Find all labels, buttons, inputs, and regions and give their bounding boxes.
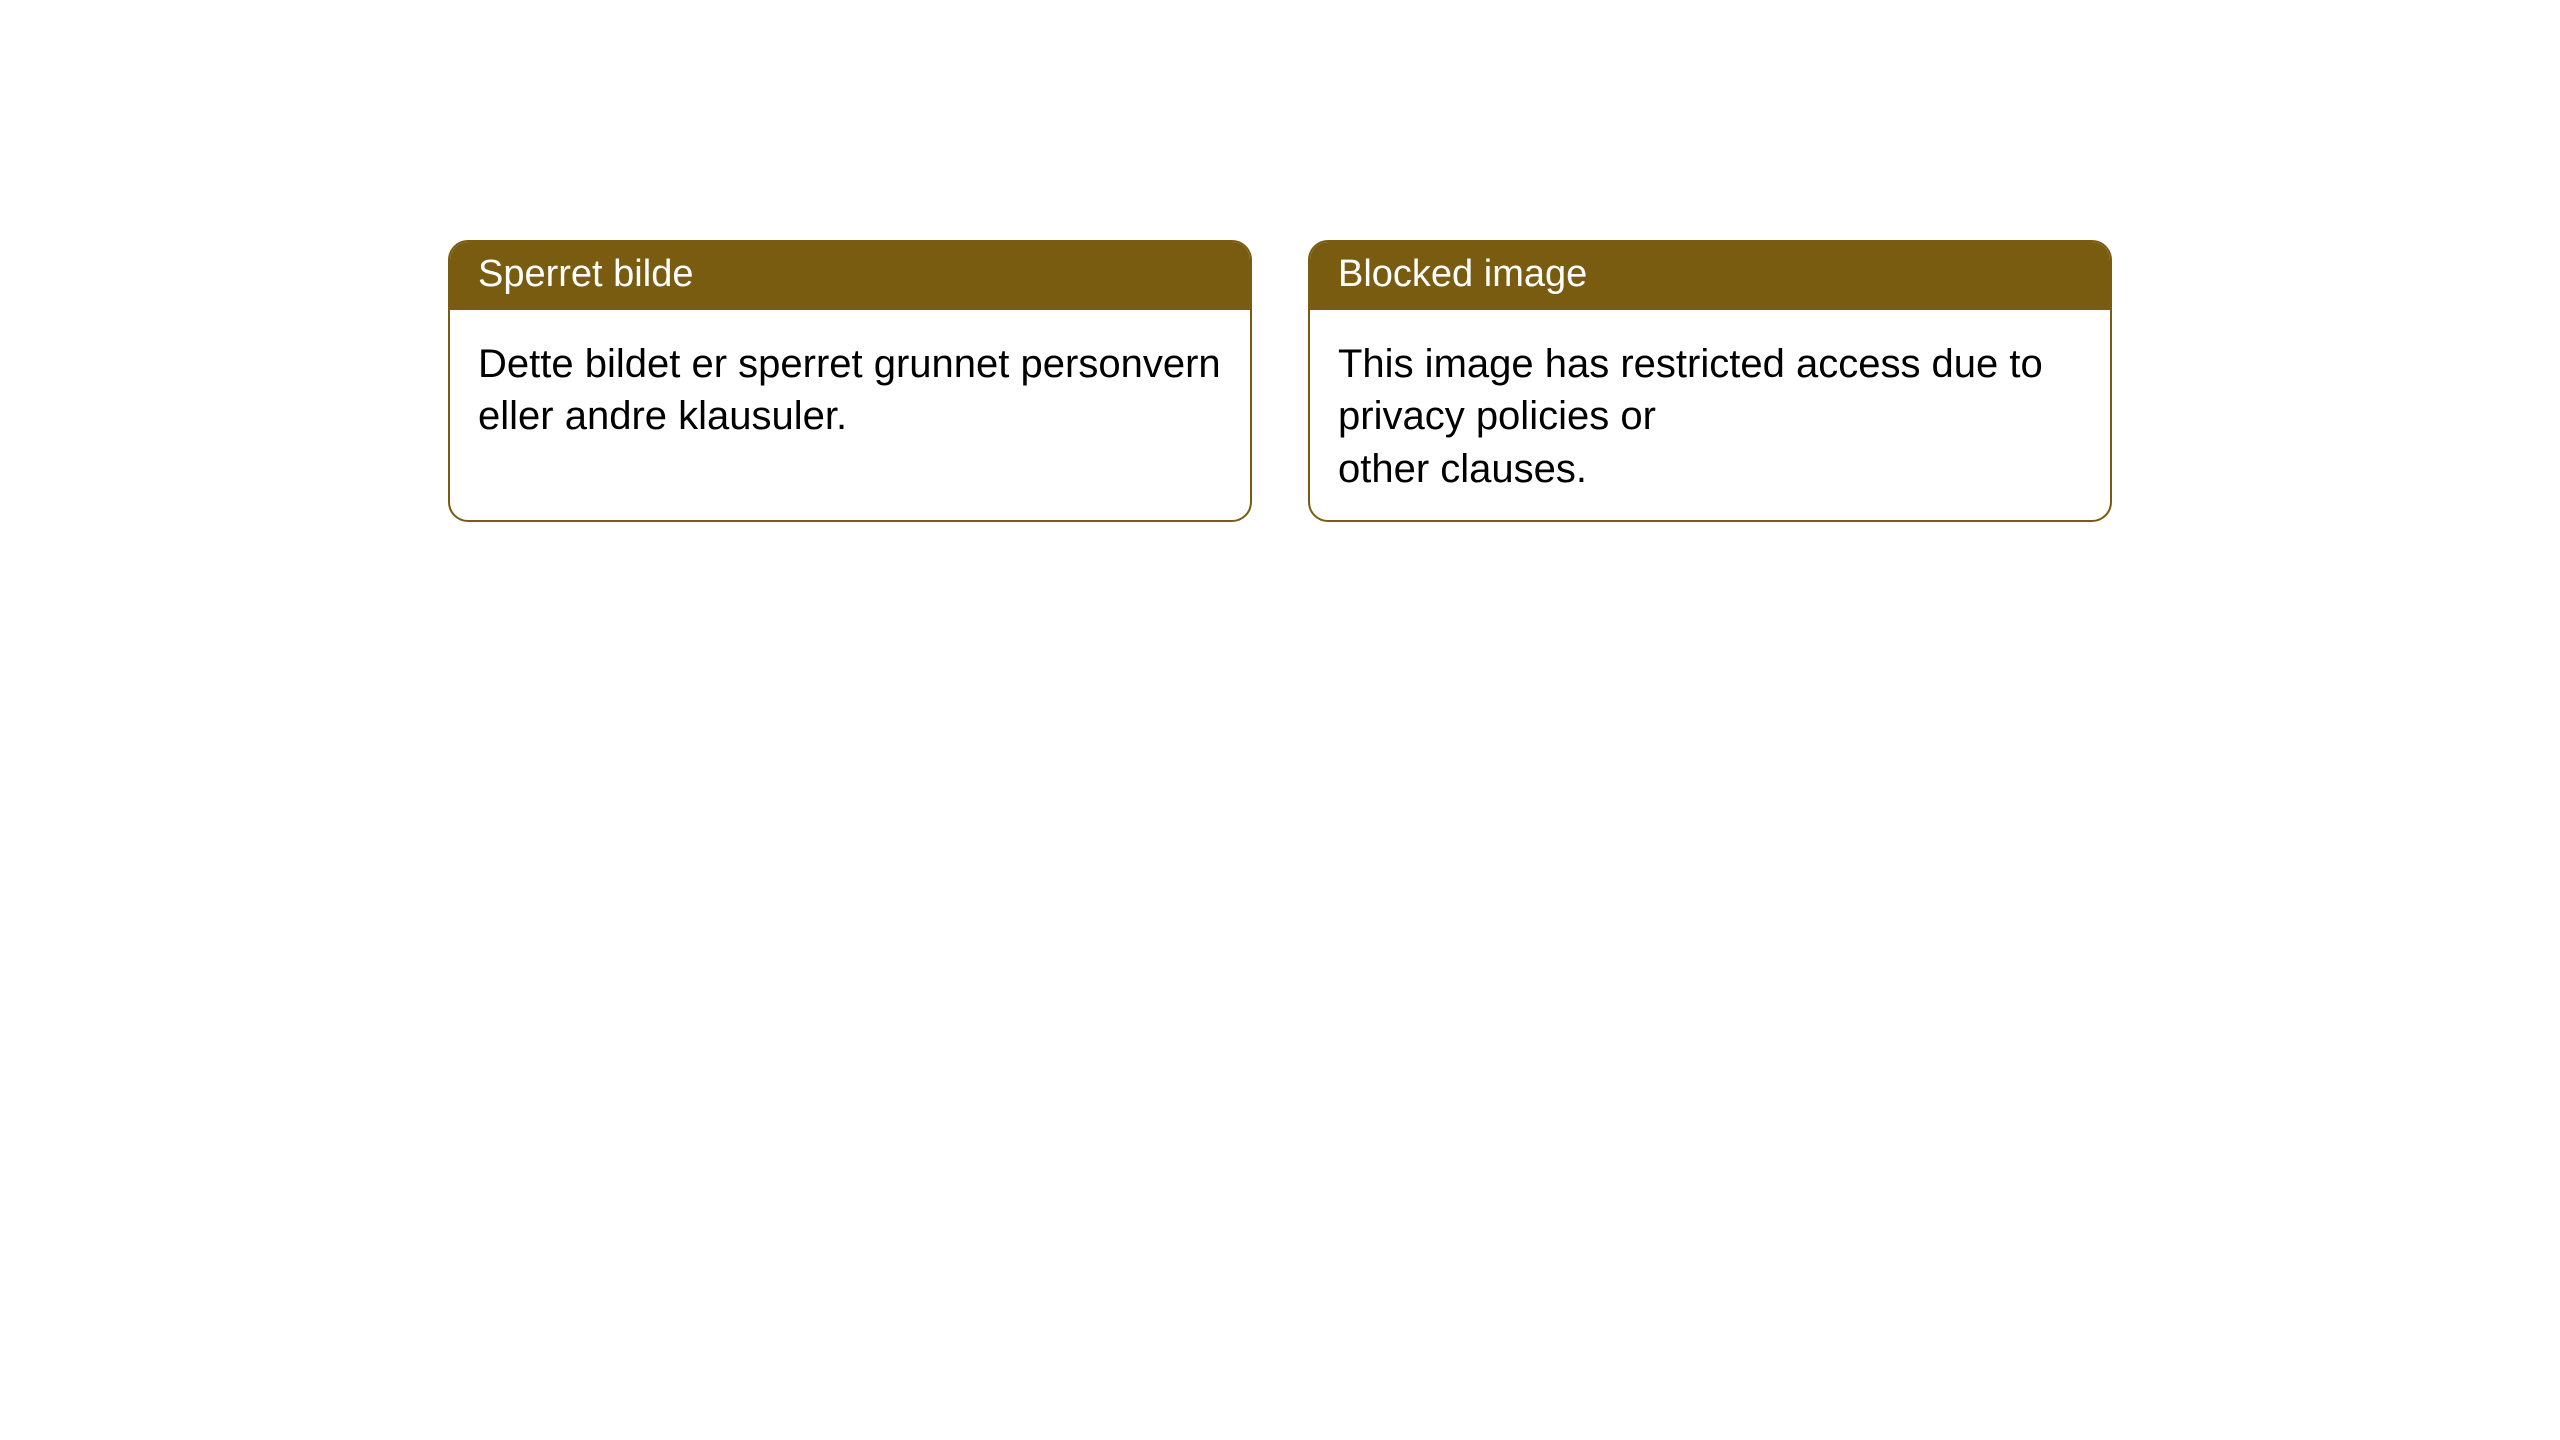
notice-body-norwegian: Dette bildet er sperret grunnet personve… xyxy=(450,310,1250,520)
notice-card-english: Blocked image This image has restricted … xyxy=(1308,240,2112,522)
notice-container: Sperret bilde Dette bildet er sperret gr… xyxy=(0,0,2560,522)
notice-title-english: Blocked image xyxy=(1310,242,2110,310)
notice-title-norwegian: Sperret bilde xyxy=(450,242,1250,310)
notice-card-norwegian: Sperret bilde Dette bildet er sperret gr… xyxy=(448,240,1252,522)
notice-body-english: This image has restricted access due to … xyxy=(1310,310,2110,520)
